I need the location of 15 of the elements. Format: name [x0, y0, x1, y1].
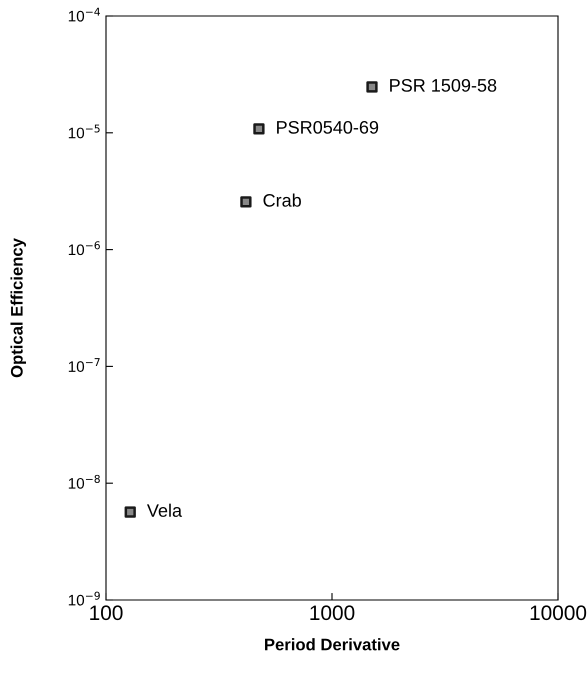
y-tick-label: 10$^{−9}$: [68, 592, 100, 606]
y-tick-label: 10$^{−6}$: [68, 241, 100, 256]
y-tick-label: 10$^{−5}$: [68, 124, 100, 138]
x-tick-label: 10000: [530, 605, 586, 620]
annotation: Crab: [264, 194, 301, 207]
y-tick-label: 10$^{−8}$: [68, 474, 100, 489]
y-tick-label: 10$^{−7}$: [68, 358, 100, 372]
x-tick-label: 1000: [310, 605, 354, 620]
x-axis-title: Period Derivative: [265, 638, 400, 650]
annotation: Vela: [146, 504, 182, 517]
y-axis-title: Optical Efficiency: [10, 238, 26, 378]
annotation: PSR 1509-58: [390, 78, 496, 92]
x-tick-label: 100: [90, 605, 123, 620]
annotation: PSR0540-69: [277, 120, 378, 134]
y-tick-label: 10$^{−4}$: [68, 8, 100, 22]
